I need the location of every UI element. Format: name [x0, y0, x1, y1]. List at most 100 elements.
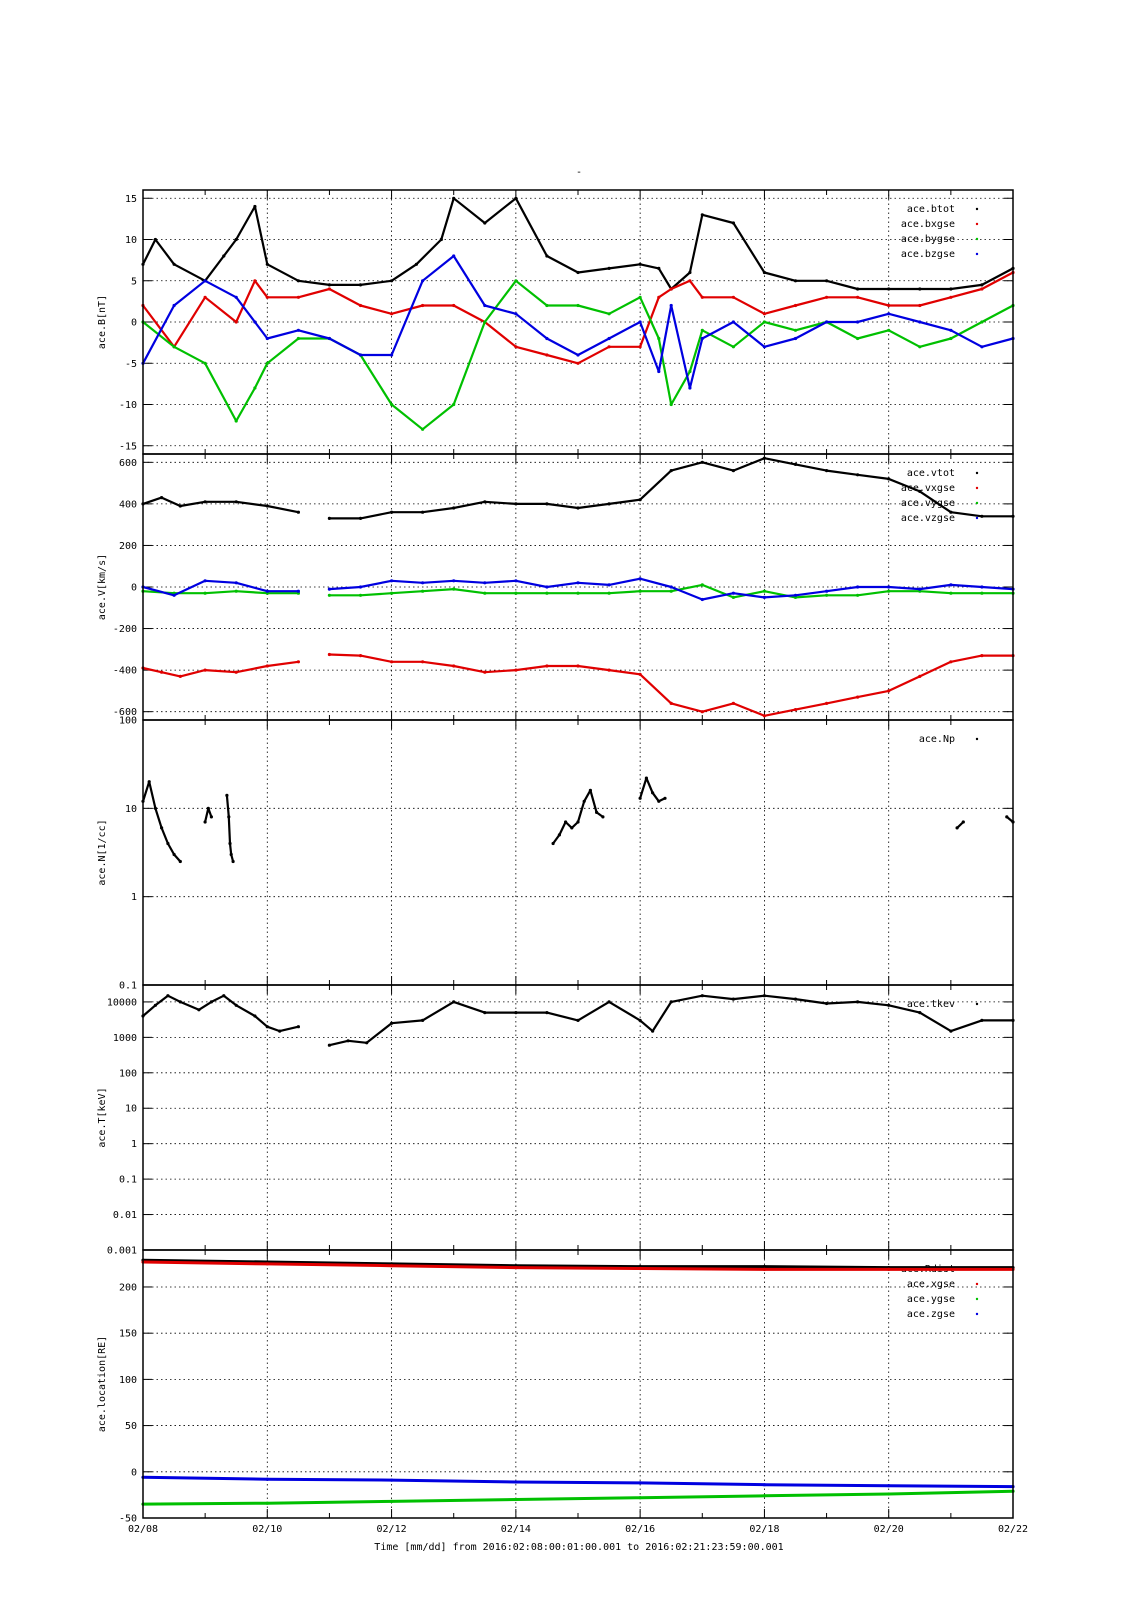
data-point: [887, 328, 891, 332]
data-point: [203, 361, 207, 365]
x-axis-caption: Time [mm/dd] from 2016:02:08:00:01:00.00…: [374, 1542, 783, 1553]
data-point: [669, 1000, 673, 1004]
y-tick-label: -400: [113, 666, 137, 677]
series-ace-vtot: [141, 456, 1015, 521]
data-point: [358, 585, 363, 589]
panel-frame: [142, 984, 1014, 1251]
data-point: [762, 994, 767, 998]
data-point: [278, 1029, 282, 1033]
data-point: [296, 589, 300, 593]
data-point: [607, 583, 611, 587]
data-point: [731, 469, 736, 473]
data-point: [234, 320, 238, 324]
legend-label: ace.vygse: [901, 498, 955, 509]
data-point: [452, 587, 456, 591]
legend-marker: [975, 1002, 979, 1006]
series-line: [142, 1489, 1014, 1506]
legend-marker: [975, 1312, 979, 1316]
y-tick-label: -600: [113, 707, 137, 718]
data-point: [638, 1496, 642, 1500]
data-point: [545, 591, 549, 595]
data-point: [856, 593, 860, 597]
data-point: [365, 1041, 369, 1045]
data-point: [358, 593, 363, 597]
data-point: [887, 1484, 891, 1488]
data-point: [421, 589, 425, 593]
data-point: [483, 591, 487, 595]
data-point: [153, 806, 157, 810]
data-point: [452, 506, 456, 510]
data-point: [762, 595, 767, 600]
data-point: [514, 1497, 518, 1502]
data-point: [669, 402, 673, 407]
data-point: [669, 585, 673, 589]
series-line: [142, 1258, 1013, 1270]
data-point: [638, 577, 642, 581]
series-ace-btot: [141, 196, 1015, 291]
series-line: [142, 254, 1014, 390]
data-point: [545, 336, 549, 341]
data-point: [856, 336, 860, 341]
data-point: [731, 221, 736, 225]
series-line: [142, 197, 1014, 291]
data-point: [700, 328, 704, 332]
data-point: [949, 328, 953, 332]
data-point: [227, 815, 231, 819]
data-point: [576, 270, 580, 275]
data-point: [296, 279, 300, 283]
legend-label: ace.xgse: [907, 1279, 955, 1290]
data-point: [793, 336, 798, 341]
data-point: [980, 287, 984, 291]
data-point: [265, 664, 269, 668]
data-point: [545, 254, 549, 258]
data-point: [918, 345, 922, 349]
y-axis-label: ace.B[nT]: [97, 295, 108, 349]
data-point: [390, 353, 394, 357]
data-point: [576, 581, 580, 585]
series-ace-vxgse: [141, 652, 1015, 718]
y-tick-label: 15: [125, 194, 137, 205]
data-point: [253, 386, 257, 390]
data-point: [731, 345, 736, 349]
data-point: [793, 997, 798, 1001]
data-point: [234, 419, 238, 423]
data-point: [825, 469, 829, 473]
data-point: [856, 695, 860, 699]
data-point: [514, 345, 518, 349]
data-point: [669, 701, 673, 706]
data-point: [700, 336, 704, 341]
legend-marker: [975, 252, 979, 256]
data-point: [980, 654, 984, 658]
data-point: [731, 997, 736, 1001]
data-point: [234, 581, 238, 585]
data-point: [551, 841, 555, 846]
data-point: [762, 1267, 767, 1271]
x-tick-label: 02/22: [998, 1524, 1028, 1535]
y-tick-label: -10: [119, 400, 137, 411]
data-point: [887, 585, 891, 589]
data-point: [949, 336, 953, 341]
data-point: [327, 593, 331, 597]
legend-marker: [975, 1282, 979, 1286]
data-point: [483, 303, 487, 308]
data-point: [762, 714, 767, 718]
data-point: [607, 345, 611, 349]
legend-marker: [975, 237, 979, 241]
data-point: [296, 295, 300, 299]
data-point: [358, 303, 363, 308]
data-point: [557, 833, 562, 837]
data-point: [576, 1018, 580, 1023]
data-point: [296, 510, 300, 514]
y-tick-label: -50: [119, 1514, 137, 1525]
data-point: [638, 1266, 642, 1271]
legend-label: ace.vzgse: [901, 513, 955, 524]
data-point: [421, 427, 425, 431]
data-point: [669, 287, 673, 291]
data-point: [147, 780, 151, 784]
data-point: [980, 1018, 984, 1023]
data-point: [918, 287, 922, 291]
data-point: [421, 1018, 425, 1023]
data-point: [688, 369, 692, 374]
y-axis-label: ace.N[1/cc]: [97, 819, 108, 885]
data-point: [452, 254, 456, 258]
